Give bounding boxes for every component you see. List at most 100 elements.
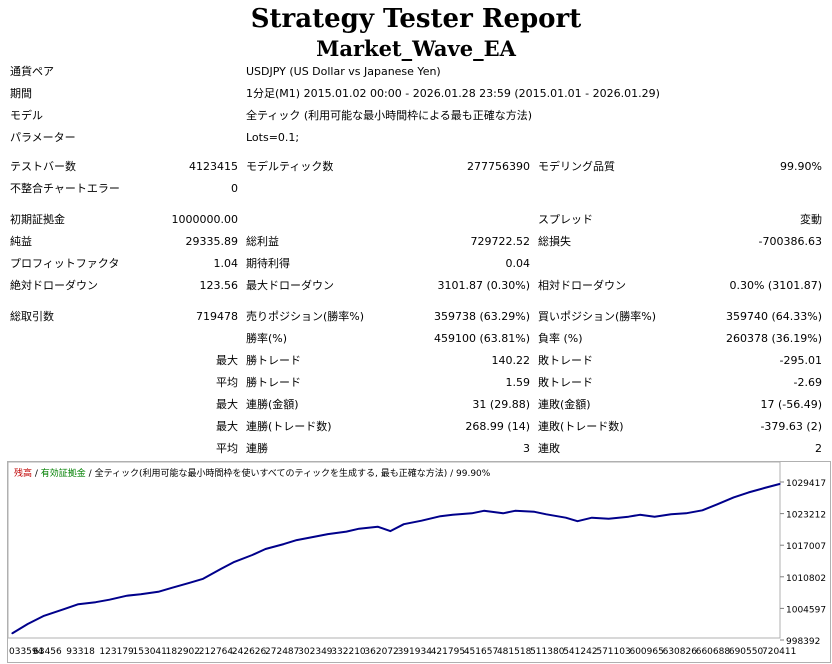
- chart-legend: 残高 / 有効証拠金 / 全ティック(利用可能な最小時間枠を使いすべてのティック…: [14, 466, 490, 479]
- balance-point: [701, 509, 704, 511]
- x-tick-label: 153041: [133, 647, 167, 657]
- x-tick-label: 660688: [696, 647, 731, 657]
- win-rate-label: 勝率(%): [246, 332, 288, 345]
- balance-point: [189, 582, 191, 584]
- ticks-value: 277756390: [467, 160, 530, 173]
- x-tick-label: 302349: [298, 647, 333, 657]
- balance-point: [108, 599, 111, 601]
- long-positions-value: 359740 (64.33%): [725, 310, 822, 323]
- stat-prefix: 平均: [216, 442, 238, 455]
- balance-point: [283, 543, 285, 545]
- average-loss-value: -2.69: [793, 376, 822, 389]
- balance-point: [77, 603, 79, 605]
- quality-label: モデリング品質: [538, 160, 615, 173]
- ticks-label: モデルティック数: [246, 160, 334, 173]
- largest-profit-value: 140.22: [491, 354, 531, 367]
- balance-point: [471, 512, 473, 514]
- model-label: モデル: [10, 109, 43, 122]
- relative-drawdown-label: 相対ドローダウン: [538, 279, 626, 292]
- balance-point: [654, 516, 656, 518]
- model-value: 全ティック (利用可能な最小時間枠による最も正確な方法): [246, 109, 533, 122]
- balance-point: [545, 513, 547, 515]
- largest-loss-value: -295.01: [779, 354, 822, 367]
- x-tick-label: 720411: [762, 647, 796, 657]
- balance-point: [389, 530, 391, 532]
- symbol-label: 通貨ペア: [10, 65, 54, 78]
- stat-prefix: 最大: [216, 420, 238, 433]
- stat-prefix: 平均: [216, 376, 238, 389]
- balance-point: [264, 548, 267, 550]
- x-tick-label: 182902: [166, 647, 200, 657]
- loss-rate-value: 260378 (36.19%): [725, 332, 822, 345]
- balance-line: [11, 482, 781, 635]
- x-tick-label: 123179: [99, 647, 134, 657]
- spread-value: 変動: [800, 213, 822, 226]
- parameters-label: パラメーター: [10, 131, 76, 144]
- balance-point: [639, 514, 641, 516]
- max-consecutive-wins-count-label: 連勝(トレード数): [246, 420, 332, 433]
- short-positions-value: 359738 (63.29%): [433, 310, 530, 323]
- legend-quality: 99.90%: [456, 469, 491, 479]
- x-tick-label: 421795: [431, 647, 465, 657]
- y-tick-label: 1017007: [786, 542, 826, 552]
- profit-factor-value: 1.04: [213, 257, 239, 270]
- gross-loss-label: 総損失: [538, 235, 571, 248]
- stat-prefix: 最大: [216, 398, 238, 411]
- x-tick-label: 93318: [66, 647, 95, 657]
- balance-point: [764, 487, 766, 489]
- balance-point: [591, 517, 593, 519]
- balance-point: [576, 520, 579, 522]
- balance-chart-svg: 1029417 1023212 1017007 1010802 1004597 99839…: [8, 462, 826, 657]
- y-tick-label: 1023212: [786, 511, 826, 521]
- balance-point: [670, 513, 672, 515]
- balance-point: [126, 595, 128, 597]
- x-tick-label: 571103: [596, 647, 630, 657]
- average-consecutive-losses-value: 2: [815, 442, 822, 455]
- legend-separator: /: [447, 469, 457, 479]
- balance-point: [779, 483, 781, 485]
- x-tick-label: 600965: [629, 647, 663, 657]
- max-consecutive-losses-count-label: 連敗(トレード数): [538, 420, 624, 433]
- balance-point: [502, 512, 504, 514]
- symbol-value: USDJPY (US Dollar vs Japanese Yen): [246, 65, 441, 78]
- balance-point: [296, 539, 298, 541]
- legend-model: 全ティック(利用可能な最小時間枠を使いすべてのティックを生成する, 最も正確な方…: [94, 469, 448, 479]
- maximal-drawdown-label: 最大ドローダウン: [246, 279, 334, 292]
- balance-point: [608, 518, 610, 520]
- x-tick-label: 212764: [199, 647, 234, 657]
- x-tick-label: 511380: [530, 647, 565, 657]
- legend-equity: 有効証拠金: [40, 469, 86, 479]
- balance-point: [327, 533, 329, 535]
- report-title: Strategy Tester Report: [250, 4, 582, 34]
- balance-point: [140, 593, 142, 595]
- largest-profit-label: 勝トレード: [246, 354, 301, 367]
- stat-prefix: 最大: [216, 354, 238, 367]
- y-tick-label: 1010802: [786, 574, 826, 584]
- balance-point: [403, 523, 405, 525]
- deposit-value: 1000000.00: [171, 213, 238, 226]
- y-tick-label: 1004597: [786, 605, 826, 615]
- bars-value: 4123415: [189, 160, 238, 173]
- balance-point: [220, 568, 222, 570]
- balance-point: [63, 608, 65, 610]
- x-tick-label: 391934: [398, 647, 433, 657]
- balance-point: [716, 503, 718, 505]
- legend-separator: /: [85, 469, 95, 479]
- balance-point: [171, 587, 173, 589]
- max-consecutive-wins-money-label: 連勝(金額): [246, 398, 299, 411]
- x-tick-label: 541242: [563, 647, 597, 657]
- balance-point: [483, 510, 485, 512]
- balance-point: [748, 491, 750, 493]
- average-consecutive-losses-label: 連敗: [538, 442, 560, 455]
- y-tick-label: 998392: [786, 637, 820, 647]
- balance-point: [95, 601, 97, 603]
- balance-point: [345, 531, 347, 533]
- gross-profit-label: 総利益: [246, 235, 279, 248]
- net-profit-value: 29335.89: [185, 235, 239, 248]
- max-consecutive-wins-money-value: 31 (29.88): [472, 398, 530, 411]
- loss-rate-label: 負率 (%): [538, 332, 583, 345]
- plot-area-frame: [8, 462, 781, 639]
- balance-chart: 1029417 1023212 1017007 1010802 1004597 99839…: [7, 461, 831, 663]
- balance-point: [42, 615, 44, 617]
- balance-point: [377, 526, 379, 528]
